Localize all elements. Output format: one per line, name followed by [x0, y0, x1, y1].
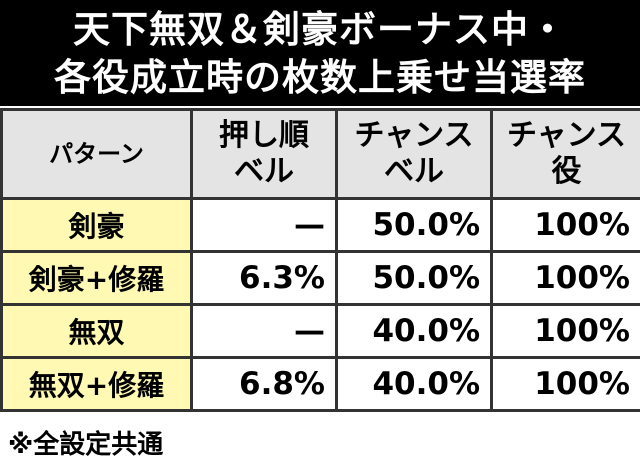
- footnote: ※全設定共通: [8, 430, 164, 460]
- table-row: 無双+修羅 6.8% 40.0% 100%: [0, 356, 640, 412]
- table-body: 剣豪 —50.0% 100% 剣豪+修羅 6.3% 50.0% 100% 無双 —40.0% 10…: [0, 197, 640, 412]
- table-row: 無双 —40.0% 100%: [0, 303, 640, 359]
- row-label: 無双+修羅: [0, 356, 193, 412]
- cell: 50.0%: [335, 250, 493, 306]
- table: パターン 押し順 ベル チャンス ベル チャンス 役 剣豪 —50.0% 100% 剣豪+修…: [0, 108, 640, 412]
- table-row: 剣豪 —50.0% 100%: [0, 197, 640, 253]
- cell: 100%: [490, 356, 640, 412]
- cell: 6.8%: [190, 356, 338, 412]
- cell: 50.0%: [335, 197, 493, 253]
- cell: 40.0%: [335, 356, 493, 412]
- cell: 6.3%: [190, 250, 338, 306]
- table-row: 剣豪+修羅 6.3% 50.0% 100%: [0, 250, 640, 306]
- cell: 100%: [490, 250, 640, 306]
- cell: —: [190, 303, 338, 359]
- title-line: 天下無双＆剣豪ボーナス中・: [73, 8, 567, 51]
- column-header: パターン: [0, 108, 193, 200]
- row-label: 無双: [0, 303, 193, 359]
- column-header: 押し順 ベル: [190, 108, 338, 200]
- title-line: 各役成立時の枚数上乗せ当選率: [54, 56, 586, 99]
- row-label: 剣豪+修羅: [0, 250, 193, 306]
- title-band: 天下無双＆剣豪ボーナス中・ 各役成立時の枚数上乗せ当選率: [0, 0, 640, 106]
- cell: —: [190, 197, 338, 253]
- column-header: チャンス ベル: [335, 108, 493, 200]
- header-row: パターン 押し順 ベル チャンス ベル チャンス 役: [0, 108, 640, 200]
- cell: 40.0%: [335, 303, 493, 359]
- cell: 100%: [490, 197, 640, 253]
- cell: 100%: [490, 303, 640, 359]
- row-label: 剣豪: [0, 197, 193, 253]
- column-header: チャンス 役: [490, 108, 640, 200]
